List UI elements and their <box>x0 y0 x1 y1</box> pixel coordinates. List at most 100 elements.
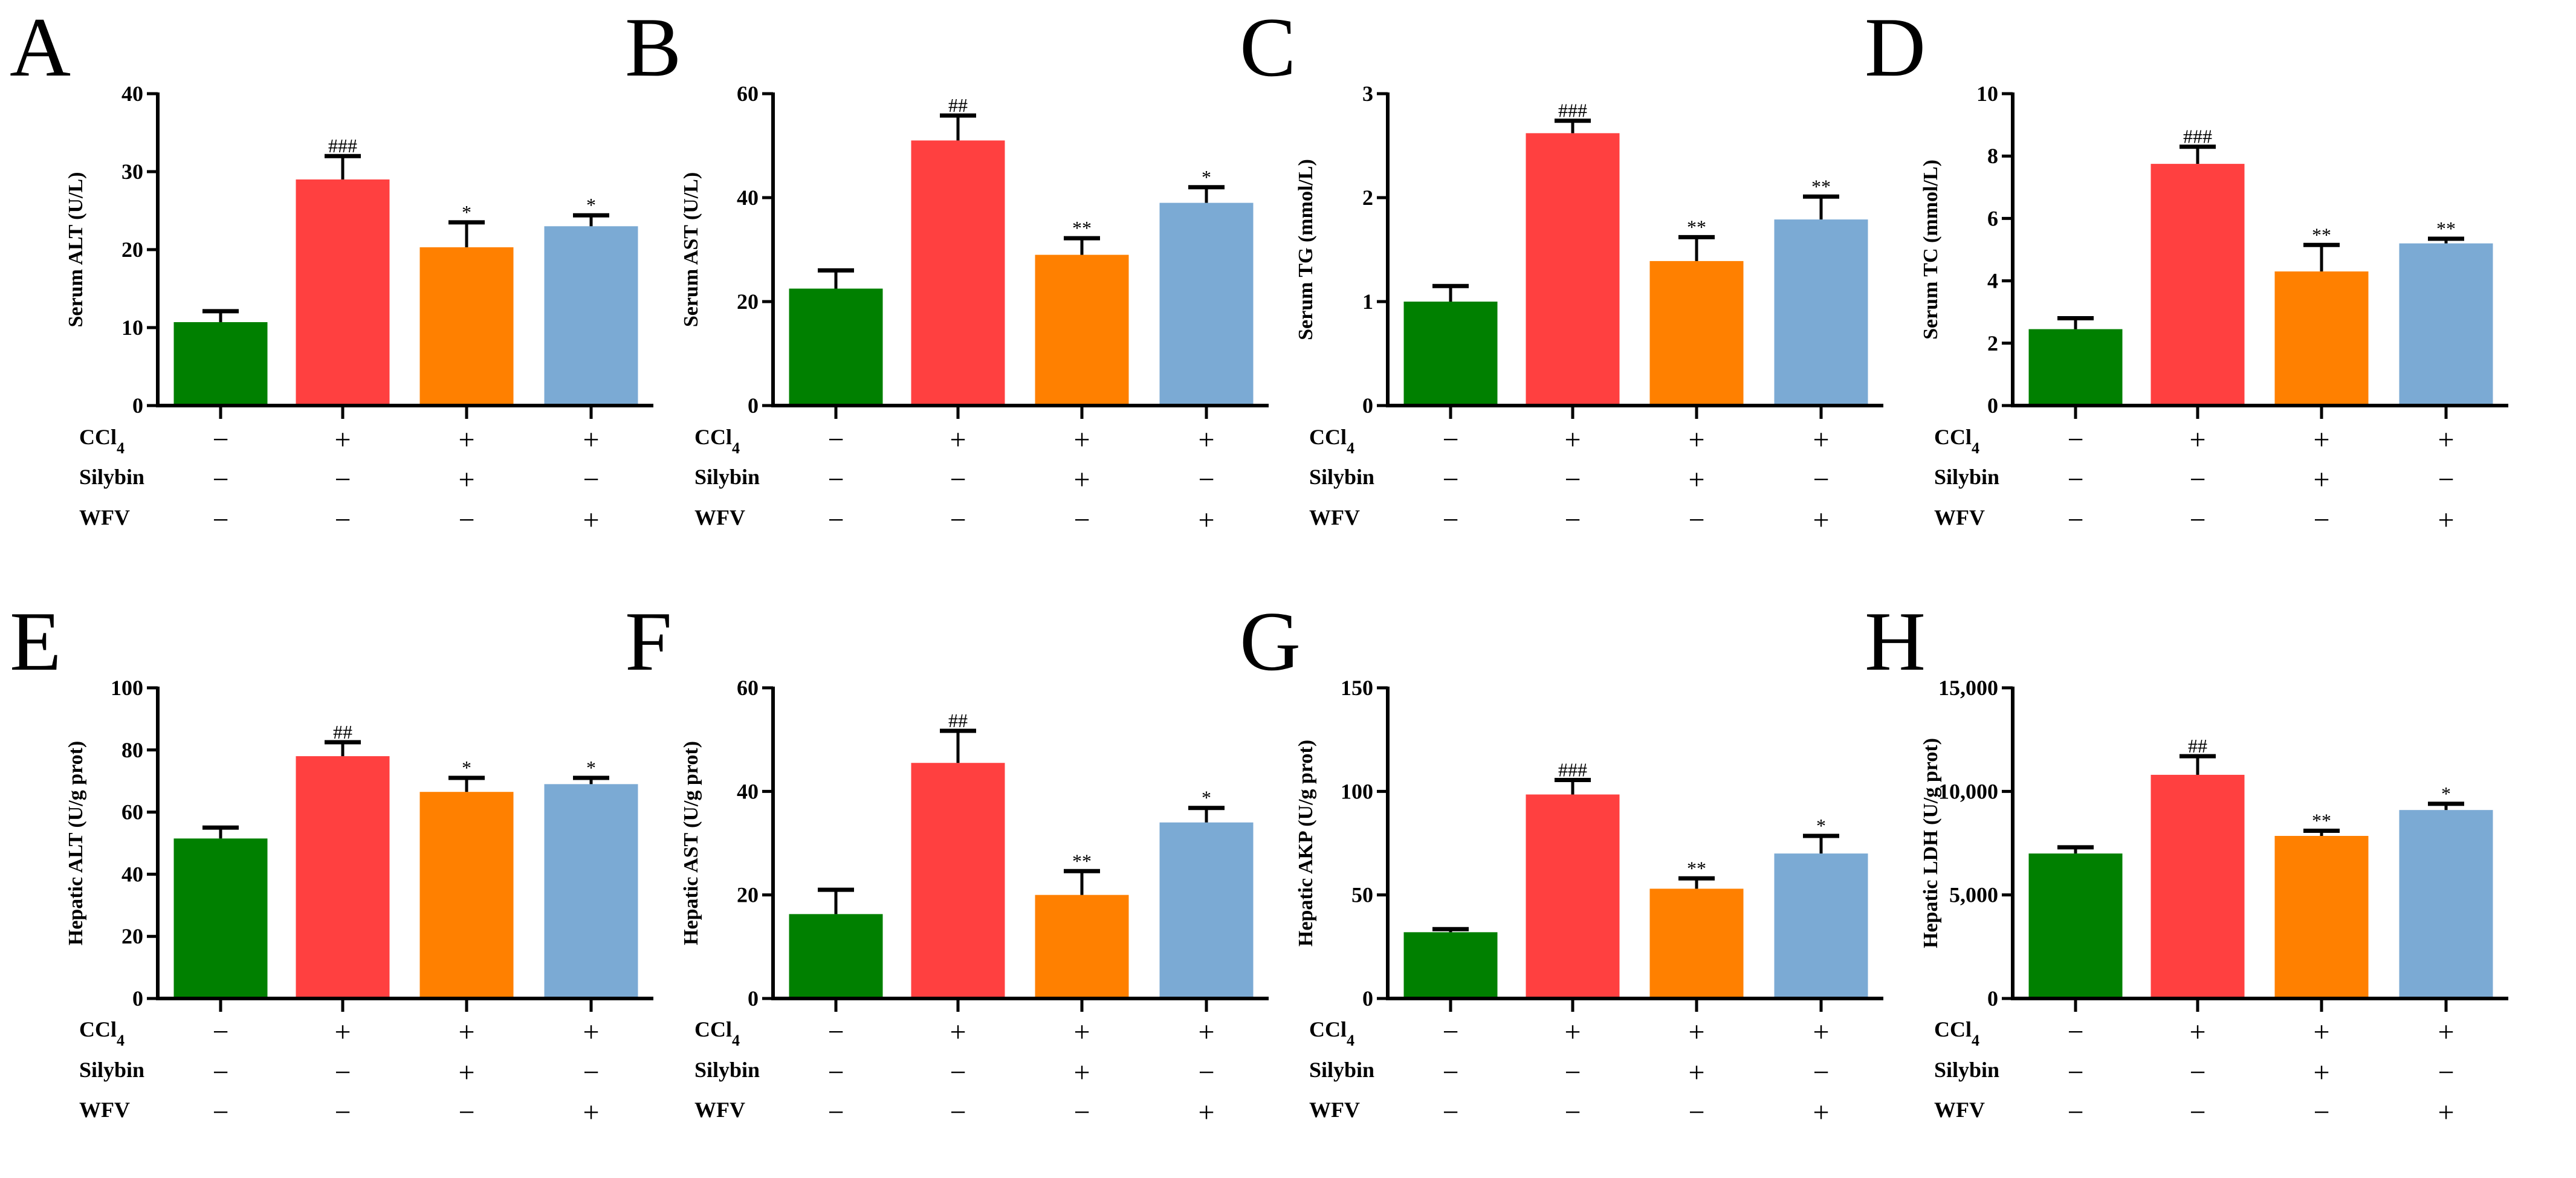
significance-label: ** <box>1811 175 1831 197</box>
significance-label: ** <box>1072 217 1092 239</box>
treatment-sign: − <box>950 1057 966 1089</box>
y-axis-label: Serum ALT (U/L) <box>65 172 87 328</box>
treatment-label: WFV <box>1934 505 1985 529</box>
treatment-sign: − <box>2189 1057 2205 1089</box>
panel-letter: C <box>1240 1 1296 94</box>
y-tick-label: 50 <box>1351 883 1373 907</box>
y-tick-label: 100 <box>111 676 143 700</box>
treatment-sign: + <box>1813 504 1829 536</box>
bar <box>296 756 390 997</box>
treatment-sign: − <box>1073 1096 1090 1128</box>
bar <box>2028 853 2123 997</box>
y-tick-label: 60 <box>737 82 759 106</box>
y-tick-label: 10 <box>1976 82 1998 106</box>
treatment-sign: − <box>212 424 228 456</box>
treatment-sign: + <box>2313 1057 2329 1089</box>
treatment-label: Silybin <box>1934 1058 1999 1082</box>
treatment-label: Silybin <box>694 1058 760 1082</box>
panel-h: H Hepatic LDH (U/g prot) 0 5,000 10,000 15,00… <box>1865 595 2508 1128</box>
treatment-sign: − <box>334 464 351 496</box>
y-tick-label: 150 <box>1341 676 1373 700</box>
bar <box>419 792 514 997</box>
bar <box>1774 219 1868 404</box>
y-tick-label: 10 <box>121 316 143 340</box>
treatment-sign: + <box>950 1016 966 1048</box>
bar <box>2274 271 2369 404</box>
treatment-sign: − <box>583 1057 599 1089</box>
treatment-sign: + <box>1564 424 1581 456</box>
treatment-sign: + <box>1813 1016 1829 1048</box>
y-tick-label: 20 <box>121 238 143 262</box>
treatment-sign: − <box>1442 1057 1458 1089</box>
panel-letter: B <box>625 1 681 94</box>
treatment-sign: − <box>827 464 844 496</box>
significance-label: * <box>1202 166 1211 188</box>
treatment-sign: − <box>2189 464 2205 496</box>
treatment-sign: + <box>1688 424 1704 456</box>
treatment-label: WFV <box>1309 505 1360 529</box>
treatment-label: Silybin <box>694 465 760 489</box>
treatment-sign: + <box>1813 424 1829 456</box>
treatment-label: CCl4 <box>1309 1017 1354 1049</box>
panel-c: C Serum TG (mmol/L) 0 1 2 3 ### ** ** CCl4 − + + + Sil… <box>1240 1 1883 536</box>
treatment-label: CCl4 <box>79 425 125 457</box>
y-tick-label: 3 <box>1362 82 1373 106</box>
y-axis-label: Hepatic LDH (U/g prot) <box>1920 738 1942 948</box>
treatment-sign: − <box>1564 504 1581 536</box>
treatment-sign: + <box>583 1016 599 1048</box>
bar <box>2399 243 2493 404</box>
bar <box>1159 202 1254 404</box>
treatment-sign: − <box>2438 1057 2454 1089</box>
significance-label: ## <box>948 94 968 116</box>
treatment-label: Silybin <box>79 465 144 489</box>
bar <box>1403 932 1498 997</box>
y-tick-label: 40 <box>121 862 143 886</box>
treatment-sign: − <box>458 1096 474 1128</box>
treatment-sign: − <box>2189 1096 2205 1128</box>
treatment-sign: + <box>2438 424 2454 456</box>
treatment-sign: + <box>1073 464 1090 496</box>
significance-label: ### <box>2183 126 2212 147</box>
treatment-sign: − <box>1198 464 1214 496</box>
y-tick-label: 0 <box>1987 393 1998 418</box>
treatment-sign: − <box>2067 424 2083 456</box>
bar <box>173 838 268 997</box>
treatment-sign: − <box>2067 504 2083 536</box>
y-axis-label: Hepatic AKP (U/g prot) <box>1295 740 1317 947</box>
y-axis-label: Serum AST (U/L) <box>680 172 702 327</box>
bar <box>419 247 514 404</box>
y-tick-label: 5,000 <box>1949 883 1998 907</box>
treatment-sign: + <box>950 424 966 456</box>
significance-label: ** <box>1687 857 1706 879</box>
treatment-subscript: 4 <box>1972 439 1979 457</box>
treatment-sign: − <box>827 1016 844 1048</box>
treatment-sign: − <box>1442 1096 1458 1128</box>
treatment-sign: + <box>583 424 599 456</box>
treatment-sign: − <box>1073 504 1090 536</box>
bar <box>789 914 883 997</box>
treatment-label: CCl4 <box>1934 1017 1979 1049</box>
treatment-sign: − <box>827 424 844 456</box>
treatment-sign: − <box>212 464 228 496</box>
treatment-sign: + <box>1688 1016 1704 1048</box>
treatment-sign: + <box>1198 1016 1214 1048</box>
treatment-subscript: 4 <box>117 1032 125 1049</box>
treatment-sign: − <box>212 504 228 536</box>
significance-label: * <box>462 757 471 778</box>
treatment-sign: − <box>2189 504 2205 536</box>
treatment-label: CCl4 <box>694 1017 740 1049</box>
treatment-label: WFV <box>1309 1098 1360 1122</box>
y-tick-label: 0 <box>748 393 759 418</box>
treatment-sign: − <box>2313 1096 2329 1128</box>
bar <box>2150 164 2245 404</box>
treatment-sign: + <box>1688 1057 1704 1089</box>
panel-letter: D <box>1865 1 1926 94</box>
treatment-sign: + <box>458 424 474 456</box>
bar <box>1526 133 1620 404</box>
treatment-sign: − <box>1442 464 1458 496</box>
treatment-sign: − <box>950 464 966 496</box>
treatment-sign: − <box>1688 504 1704 536</box>
treatment-label: CCl4 <box>694 425 740 457</box>
